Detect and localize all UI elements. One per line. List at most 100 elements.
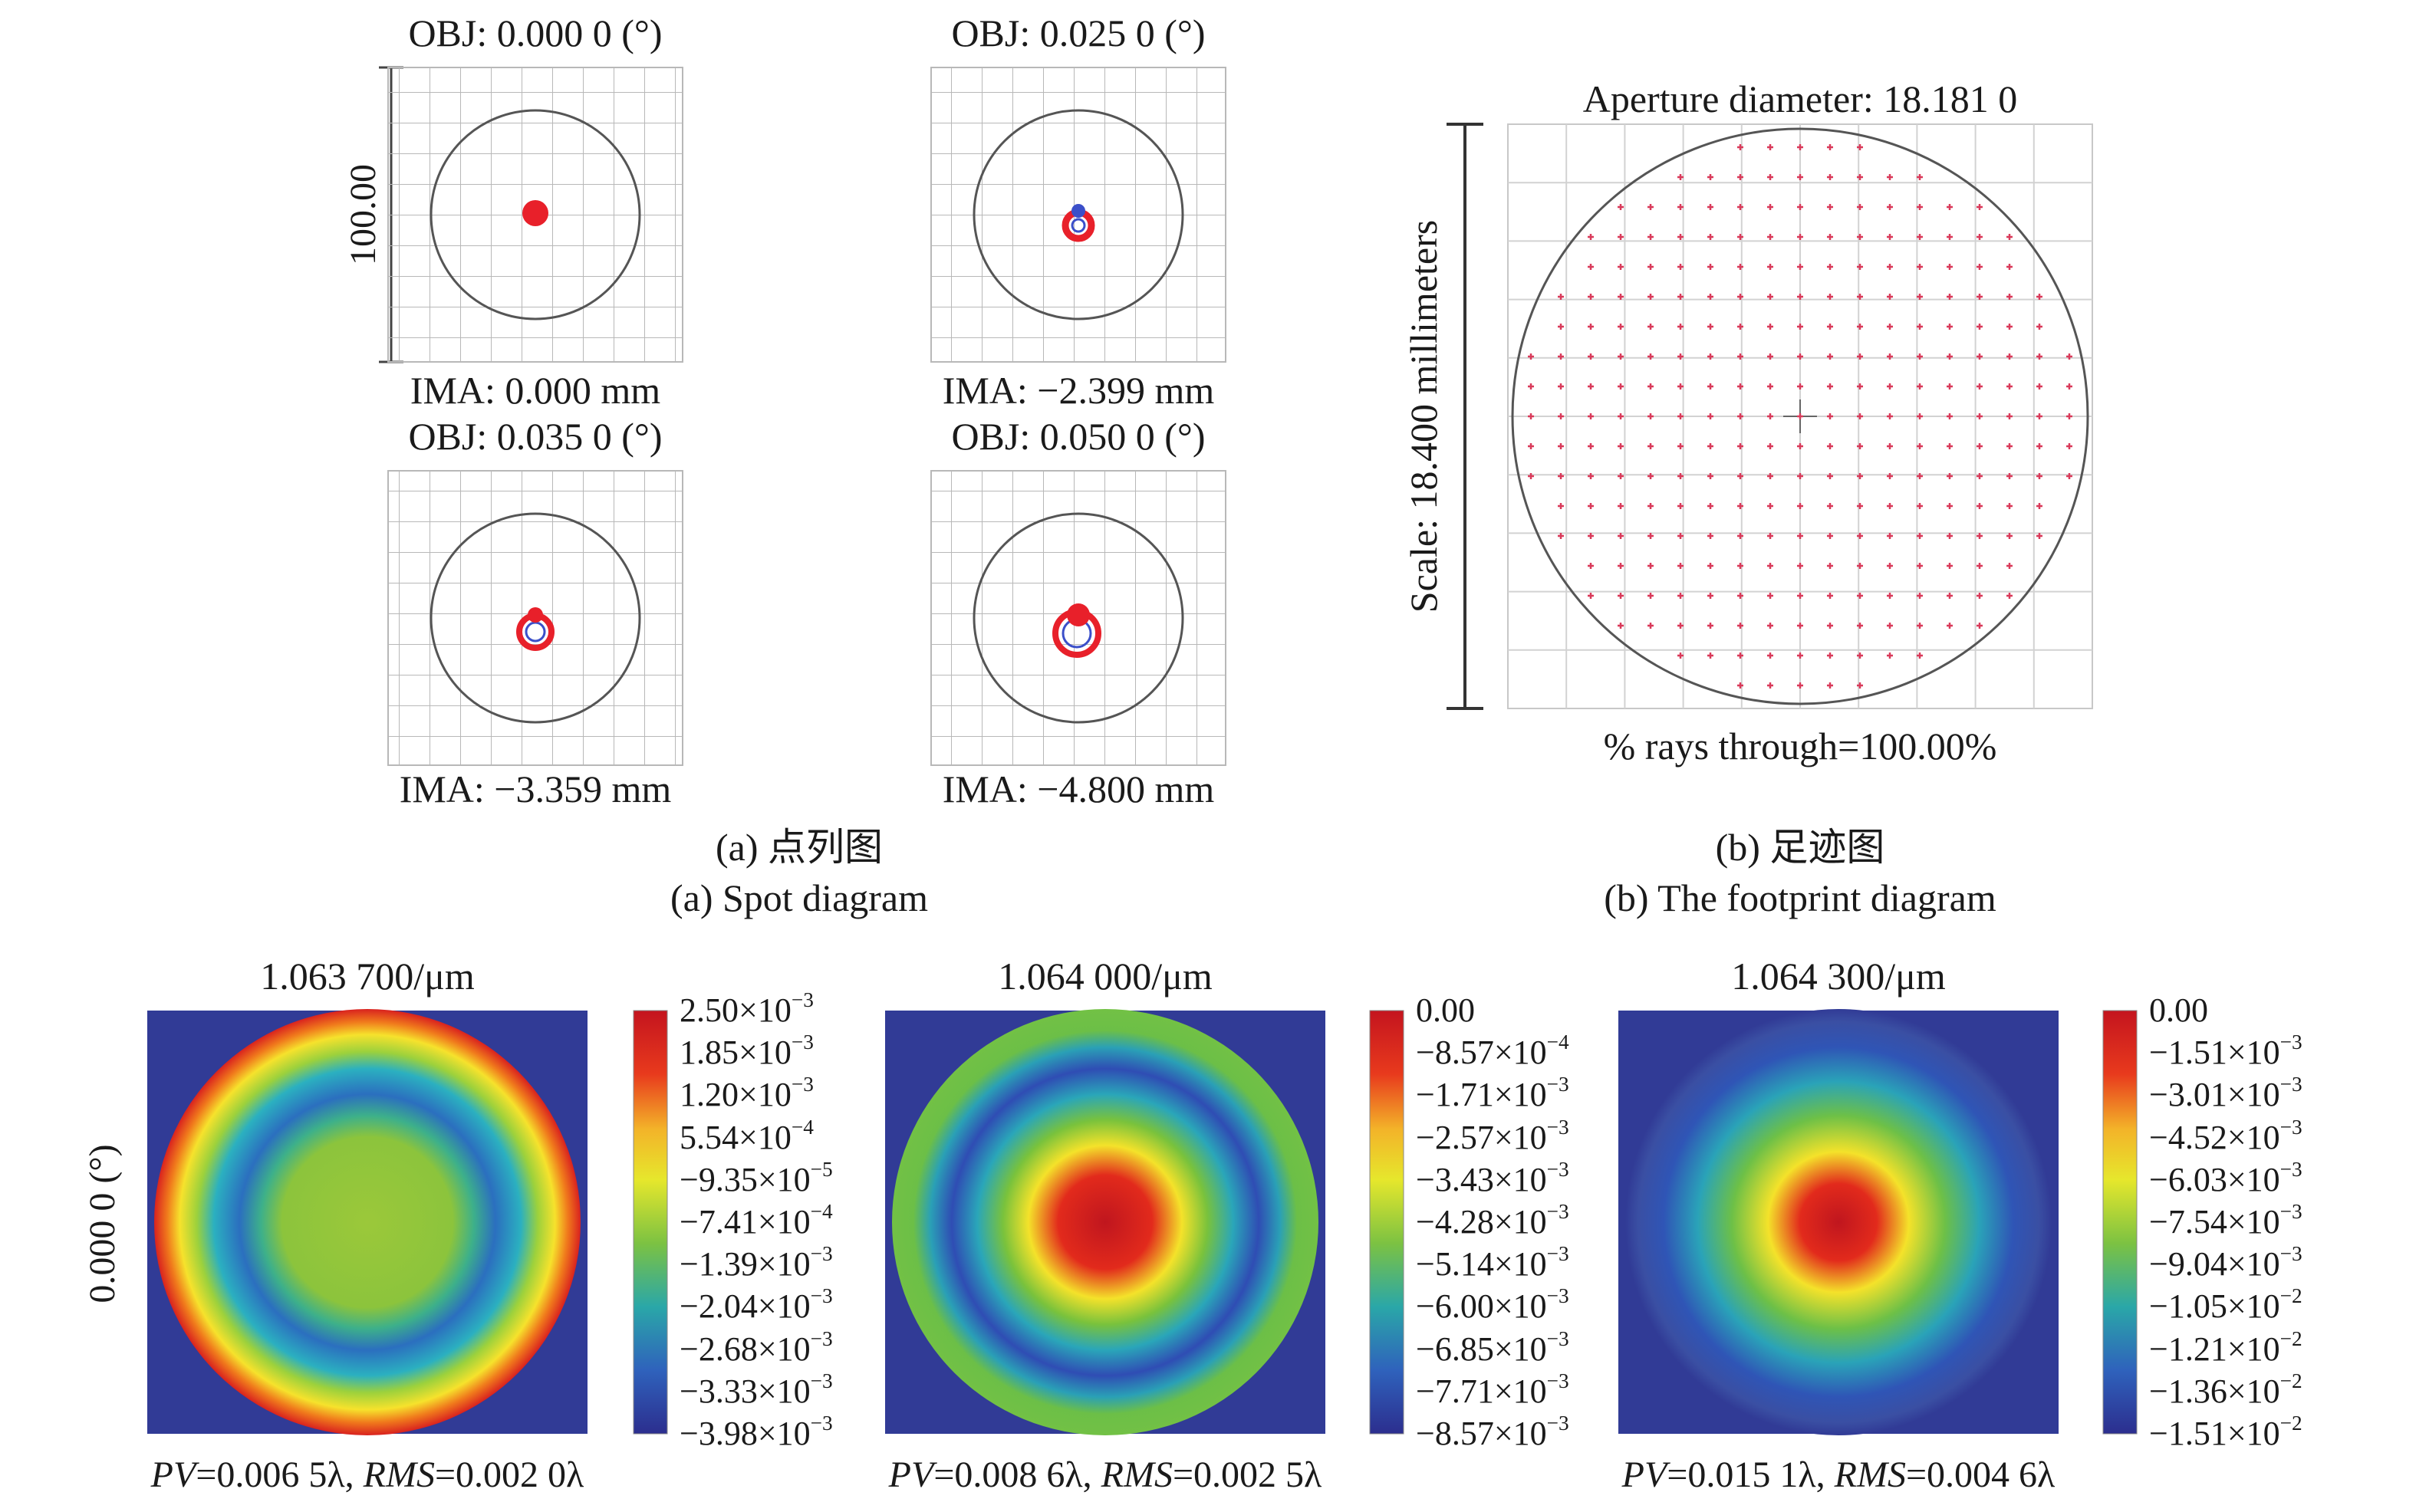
ray-marker [1588,294,1594,300]
ray-marker [2006,533,2013,539]
colorbar-tick-label: −7.71×10−3 [1416,1369,1569,1410]
ray-marker [1767,174,1773,180]
colorbar-tick-label: −1.39×10−3 [680,1242,833,1284]
ray-marker [1707,652,1713,659]
ray-marker [1558,294,1564,300]
ray-marker [2066,473,2072,479]
pv-value: =0.008 6λ, [933,1454,1101,1495]
rays-through-label: % rays through=100.00% [1603,725,1997,768]
ray-marker [1857,174,1863,180]
rms-value: =0.002 0λ [434,1454,584,1495]
ray-marker [1857,443,1863,449]
spot-panel-3-obj: OBJ: 0.035 0 (°) [408,415,663,458]
ray-marker [1618,294,1624,300]
ray-marker [1827,204,1833,210]
ray-marker [1707,503,1713,509]
ray-marker [1917,503,1923,509]
ray-marker [1707,294,1713,300]
ray-marker [1737,533,1743,539]
ray-marker [1528,443,1534,449]
ray-marker [1827,503,1833,509]
ray-marker [1647,324,1654,330]
ray-marker [1977,353,1983,360]
ray-marker [1647,353,1654,360]
ray-marker [1857,682,1863,689]
ray-marker [1737,413,1743,419]
ray-marker [1647,473,1654,479]
ray-marker [1558,413,1564,419]
spot-panel-2-ima: IMA: −2.399 mm [942,369,1215,412]
ray-marker [1827,144,1833,150]
ray-marker [1588,383,1594,390]
ray-marker [1767,563,1773,569]
ray-marker [2036,324,2042,330]
ray-marker [1977,563,1983,569]
wavefront-2-stats: PV=0.008 6λ, RMS=0.002 5λ [889,1457,1322,1494]
ray-marker [1887,204,1893,210]
ray-marker [2006,593,2013,599]
footprint-scale-bar [1447,123,1483,710]
ray-marker [1767,623,1773,629]
ray-marker [1707,234,1713,240]
ray-marker [2006,264,2013,270]
footprint-caption-en: (b) The footprint diagram [1604,876,1996,919]
ray-marker [1917,413,1923,419]
ray-marker [1797,473,1803,479]
ray-marker [1588,353,1594,360]
ray-marker [1767,144,1773,150]
ray-marker [1887,383,1893,390]
ray-marker [1528,353,1534,360]
ray-marker [1677,353,1684,360]
ray-marker [1887,234,1893,240]
ray-marker [1827,623,1833,629]
rms-value: =0.004 6λ [1905,1454,2056,1495]
colorbar-tick-label: −2.68×10−3 [680,1326,833,1368]
colorbar-tick-label: −4.28×10−3 [1416,1199,1569,1241]
ray-marker [1558,324,1564,330]
ray-marker [1827,533,1833,539]
ray-marker [2036,413,2042,419]
ray-marker [1827,682,1833,689]
ray-marker [1767,294,1773,300]
ray-marker [1857,563,1863,569]
ray-marker [1588,443,1594,449]
colorbar-tick-label: −3.01×10−3 [2149,1073,2302,1114]
ray-marker [1737,473,1743,479]
wavefront-3-wavelength: 1.064 300/μm [1731,955,1946,998]
ray-marker [1707,353,1713,360]
ray-marker [1767,204,1773,210]
ray-marker [1917,593,1923,599]
colorbar-tick-label: −4.52×10−3 [2149,1115,2302,1156]
ray-marker [1737,503,1743,509]
ray-marker [1737,682,1743,689]
ray-marker [1767,682,1773,689]
footprint-caption-cn: (b) 足迹图 [1715,826,1885,869]
ray-marker [1947,503,1953,509]
ray-marker [1887,563,1893,569]
ray-marker [1737,563,1743,569]
spot-panel-1 [387,67,683,363]
ray-marker [1827,563,1833,569]
ray-marker [2006,563,2013,569]
ray-marker [1797,294,1803,300]
ray-marker [1647,204,1654,210]
ray-marker [1857,294,1863,300]
spot-panel-2 [930,67,1226,363]
ray-marker [2066,443,2072,449]
ray-marker [1887,443,1893,449]
spot-dot [522,200,548,226]
ray-marker [1677,383,1684,390]
ray-marker [1917,563,1923,569]
ray-marker [1737,652,1743,659]
ray-marker [1707,533,1713,539]
ray-marker [1737,294,1743,300]
ray-marker [1947,443,1953,449]
ray-marker [1528,383,1534,390]
ray-marker [1977,324,1983,330]
ray-marker [1797,264,1803,270]
ray-marker [1797,413,1803,419]
ray-marker [2036,503,2042,509]
ray-marker [1737,383,1743,390]
ray-marker [1677,593,1684,599]
ray-marker [1947,234,1953,240]
